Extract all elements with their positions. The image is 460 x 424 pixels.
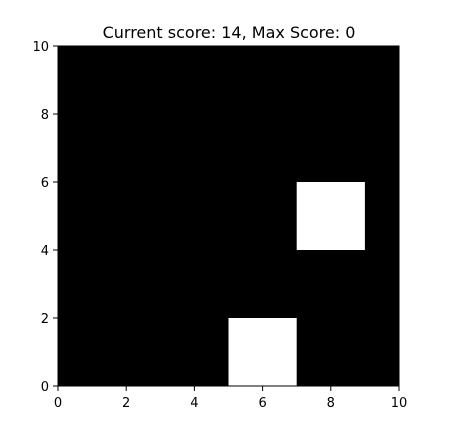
x-tick-label: 6 [258, 396, 266, 411]
y-tick-label: 8 [41, 108, 49, 123]
x-tick-label: 4 [190, 396, 198, 411]
y-tick-label: 6 [41, 176, 49, 191]
y-tick-label: 2 [41, 312, 49, 327]
x-tick-label: 0 [54, 396, 62, 411]
y-tick-label: 10 [32, 40, 49, 55]
y-tick-label: 4 [41, 244, 49, 259]
x-tick-label: 2 [122, 396, 130, 411]
x-tick-label: 8 [327, 396, 335, 411]
x-tick-label: 10 [391, 396, 408, 411]
game-title: Current score: 14, Max Score: 0 [103, 23, 356, 42]
game-board: 0 2 4 6 8 10 0 2 4 6 8 10 [32, 40, 407, 411]
block-top-right [297, 182, 365, 250]
y-tick-label: 0 [41, 380, 49, 395]
block-bottom [229, 318, 297, 386]
